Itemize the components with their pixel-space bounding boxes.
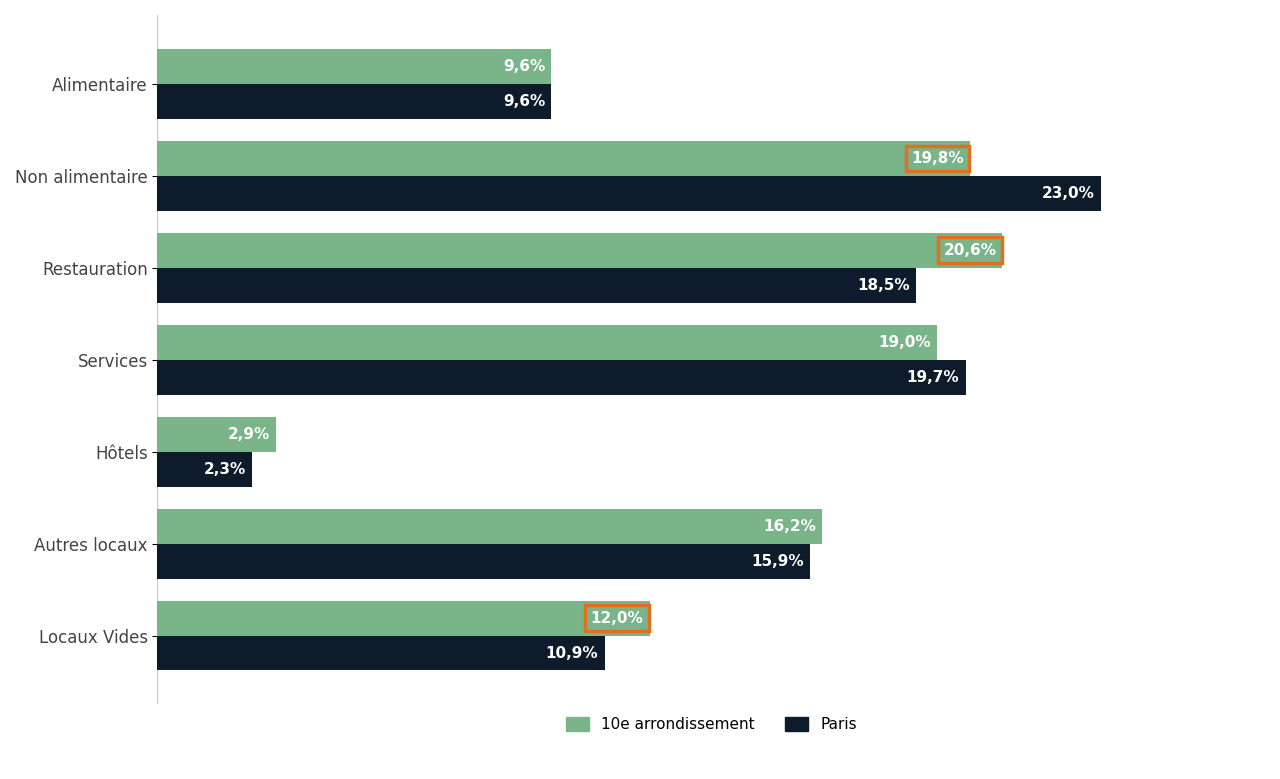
Bar	[157, 268, 916, 303]
Bar	[157, 233, 1002, 268]
Text: 15,9%: 15,9%	[751, 554, 804, 569]
Bar	[157, 49, 552, 84]
Text: 2,9%: 2,9%	[228, 427, 270, 442]
Bar	[157, 84, 552, 119]
Bar	[157, 509, 822, 544]
Text: 19,8%: 19,8%	[911, 151, 964, 166]
Text: 10,9%: 10,9%	[545, 646, 599, 661]
Bar	[157, 360, 965, 395]
Text: 19,0%: 19,0%	[878, 335, 931, 350]
Bar	[157, 636, 604, 671]
Legend: 10e arrondissement, Paris: 10e arrondissement, Paris	[559, 711, 863, 738]
Text: 18,5%: 18,5%	[858, 278, 910, 293]
Text: 9,6%: 9,6%	[503, 94, 545, 109]
Bar	[157, 417, 276, 452]
Text: 23,0%: 23,0%	[1042, 186, 1094, 201]
Bar	[157, 325, 937, 360]
Bar	[157, 544, 810, 579]
Text: 12,0%: 12,0%	[591, 611, 644, 626]
Bar	[157, 452, 252, 487]
Text: 2,3%: 2,3%	[204, 462, 246, 477]
Bar	[157, 601, 650, 636]
Bar	[157, 176, 1101, 211]
Text: 19,7%: 19,7%	[906, 370, 960, 385]
Text: 9,6%: 9,6%	[503, 59, 545, 74]
Bar	[157, 141, 970, 176]
Text: 16,2%: 16,2%	[763, 519, 815, 534]
Text: 20,6%: 20,6%	[943, 243, 996, 258]
